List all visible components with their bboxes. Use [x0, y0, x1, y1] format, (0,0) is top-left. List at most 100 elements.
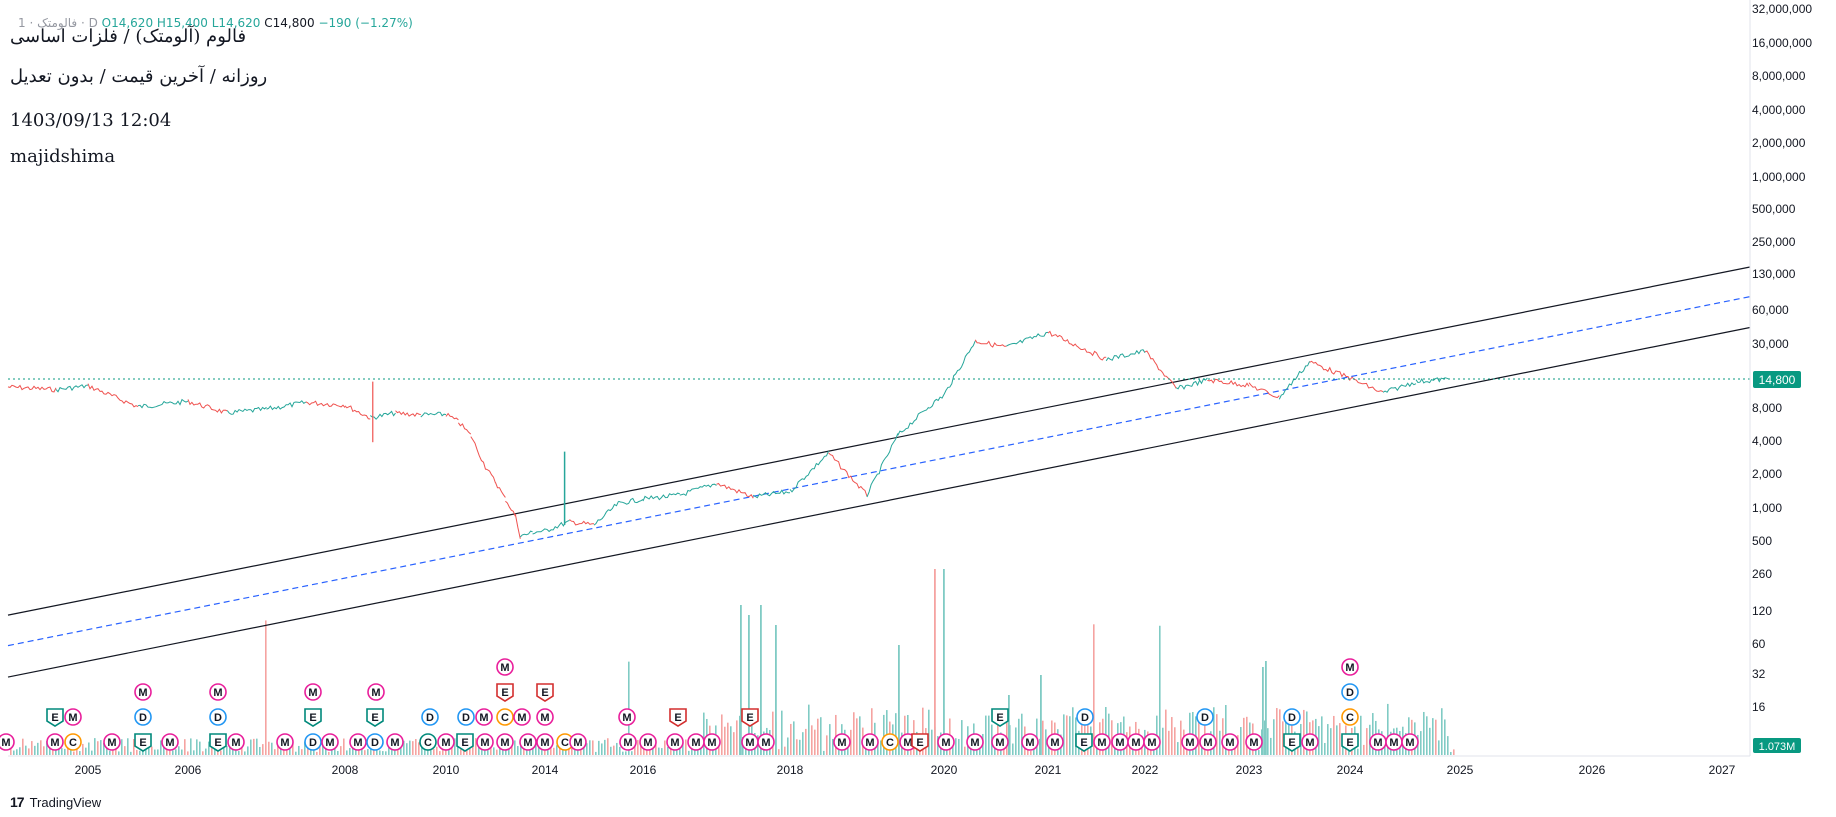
- channel-upper-line[interactable]: [7, 266, 1751, 616]
- event-marker-d[interactable]: D: [1283, 708, 1301, 726]
- event-marker-m[interactable]: M: [1046, 733, 1064, 751]
- event-marker-d[interactable]: D: [134, 708, 152, 726]
- event-marker-m[interactable]: M: [937, 733, 955, 751]
- event-marker-e[interactable]: E: [46, 708, 64, 727]
- event-marker-c[interactable]: C: [64, 733, 82, 751]
- event-marker-c[interactable]: C: [419, 733, 437, 751]
- event-marker-m[interactable]: M: [1385, 733, 1403, 751]
- event-marker-e[interactable]: E: [209, 733, 227, 752]
- event-marker-d[interactable]: D: [1341, 683, 1359, 701]
- event-marker-m[interactable]: M: [476, 733, 494, 751]
- event-marker-m[interactable]: M: [757, 733, 775, 751]
- event-marker-d[interactable]: D: [209, 708, 227, 726]
- event-marker-d[interactable]: D: [457, 708, 475, 726]
- event-marker-e[interactable]: E: [1075, 733, 1093, 752]
- event-marker-m[interactable]: M: [46, 733, 64, 751]
- event-marker-d[interactable]: D: [366, 733, 384, 751]
- event-marker-e[interactable]: E: [669, 708, 687, 727]
- event-marker-m[interactable]: M: [741, 733, 759, 751]
- volume-bar: [451, 746, 453, 755]
- event-marker-m[interactable]: M: [618, 708, 636, 726]
- event-marker-m[interactable]: M: [536, 708, 554, 726]
- event-marker-e[interactable]: E: [366, 708, 384, 727]
- event-marker-m[interactable]: M: [1143, 733, 1161, 751]
- event-marker-m[interactable]: M: [227, 733, 245, 751]
- event-marker-m[interactable]: M: [1221, 733, 1239, 751]
- event-marker-m[interactable]: M: [386, 733, 404, 751]
- price-axis[interactable]: 32,000,000 16,000,000 8,000,000 4,000,000 2,…: [1752, 2, 1812, 714]
- event-marker-m[interactable]: M: [304, 683, 322, 701]
- event-marker-m[interactable]: M: [1341, 658, 1359, 676]
- event-marker-m[interactable]: M: [991, 733, 1009, 751]
- event-marker-m[interactable]: M: [134, 683, 152, 701]
- event-marker-m[interactable]: M: [0, 733, 15, 751]
- event-marker-m[interactable]: M: [1369, 733, 1387, 751]
- event-marker-m[interactable]: M: [103, 733, 121, 751]
- event-marker-e[interactable]: E: [741, 708, 759, 727]
- event-marker-m[interactable]: M: [1127, 733, 1145, 751]
- event-marker-m[interactable]: M: [475, 708, 493, 726]
- event-marker-e[interactable]: E: [304, 708, 322, 727]
- event-marker-e[interactable]: E: [911, 733, 929, 752]
- event-marker-c[interactable]: C: [881, 733, 899, 751]
- price-tick-label: 500,000: [1752, 202, 1796, 216]
- event-marker-d[interactable]: D: [1196, 708, 1214, 726]
- event-marker-e[interactable]: E: [1341, 733, 1359, 752]
- event-marker-e[interactable]: E: [536, 683, 554, 702]
- event-marker-m[interactable]: M: [1199, 733, 1217, 751]
- event-marker-m[interactable]: M: [1301, 733, 1319, 751]
- event-marker-m[interactable]: M: [1245, 733, 1263, 751]
- event-marker-m[interactable]: M: [161, 733, 179, 751]
- time-axis[interactable]: 2005 2006 2008 2010 2014 2016 2018 2020 2021 2022…: [75, 763, 1736, 777]
- event-marker-e[interactable]: E: [496, 683, 514, 702]
- event-marker-m[interactable]: M: [276, 733, 294, 751]
- event-marker-d[interactable]: D: [304, 733, 322, 751]
- event-marker-m[interactable]: M: [1111, 733, 1129, 751]
- event-marker-m[interactable]: M: [569, 733, 587, 751]
- event-marker-m[interactable]: M: [639, 733, 657, 751]
- event-marker-e[interactable]: E: [991, 708, 1009, 727]
- channel-lower-line[interactable]: [7, 326, 1751, 678]
- event-marker-m[interactable]: M: [513, 708, 531, 726]
- event-marker-c[interactable]: C: [496, 708, 514, 726]
- event-marker-d[interactable]: D: [1076, 708, 1094, 726]
- event-marker-m[interactable]: M: [496, 733, 514, 751]
- event-marker-m[interactable]: M: [703, 733, 721, 751]
- event-marker-m[interactable]: M: [1181, 733, 1199, 751]
- event-marker-m[interactable]: M: [367, 683, 385, 701]
- event-marker-m[interactable]: M: [496, 658, 514, 676]
- channel-mid-line[interactable]: [7, 296, 1751, 647]
- tradingview-brand[interactable]: 17 TradingView: [10, 794, 101, 810]
- svg-text:E: E: [916, 737, 923, 749]
- event-marker-m[interactable]: M: [209, 683, 227, 701]
- event-marker-m[interactable]: M: [321, 733, 339, 751]
- event-marker-m[interactable]: M: [833, 733, 851, 751]
- ohlc-legend[interactable]: 1 · فالومتک · D O14,620 H15,400 L14,620 …: [18, 16, 413, 30]
- event-marker-m[interactable]: M: [1401, 733, 1419, 751]
- regression-channel[interactable]: [7, 266, 1751, 678]
- event-marker-c[interactable]: C: [1341, 708, 1359, 726]
- event-marker-m[interactable]: M: [966, 733, 984, 751]
- event-marker-m[interactable]: M: [1093, 733, 1111, 751]
- volume-bar: [1012, 743, 1014, 755]
- event-marker-m[interactable]: M: [1021, 733, 1039, 751]
- volume-bar: [637, 740, 639, 755]
- event-marker-m[interactable]: M: [64, 708, 82, 726]
- volume-bar: [625, 751, 627, 755]
- event-marker-m[interactable]: M: [437, 733, 455, 751]
- event-marker-e[interactable]: E: [456, 733, 474, 752]
- event-marker-m[interactable]: M: [619, 733, 637, 751]
- event-marker-m[interactable]: M: [349, 733, 367, 751]
- event-marker-m[interactable]: M: [861, 733, 879, 751]
- event-marker-m[interactable]: M: [536, 733, 554, 751]
- volume-bar: [307, 745, 309, 755]
- event-marker-e[interactable]: E: [1283, 733, 1301, 752]
- event-marker-d[interactable]: D: [421, 708, 439, 726]
- event-marker-m[interactable]: M: [687, 733, 705, 751]
- svg-text:M: M: [1025, 737, 1034, 749]
- event-marker-m[interactable]: M: [519, 733, 537, 751]
- event-marker-e[interactable]: E: [134, 733, 152, 752]
- event-marker-m[interactable]: M: [666, 733, 684, 751]
